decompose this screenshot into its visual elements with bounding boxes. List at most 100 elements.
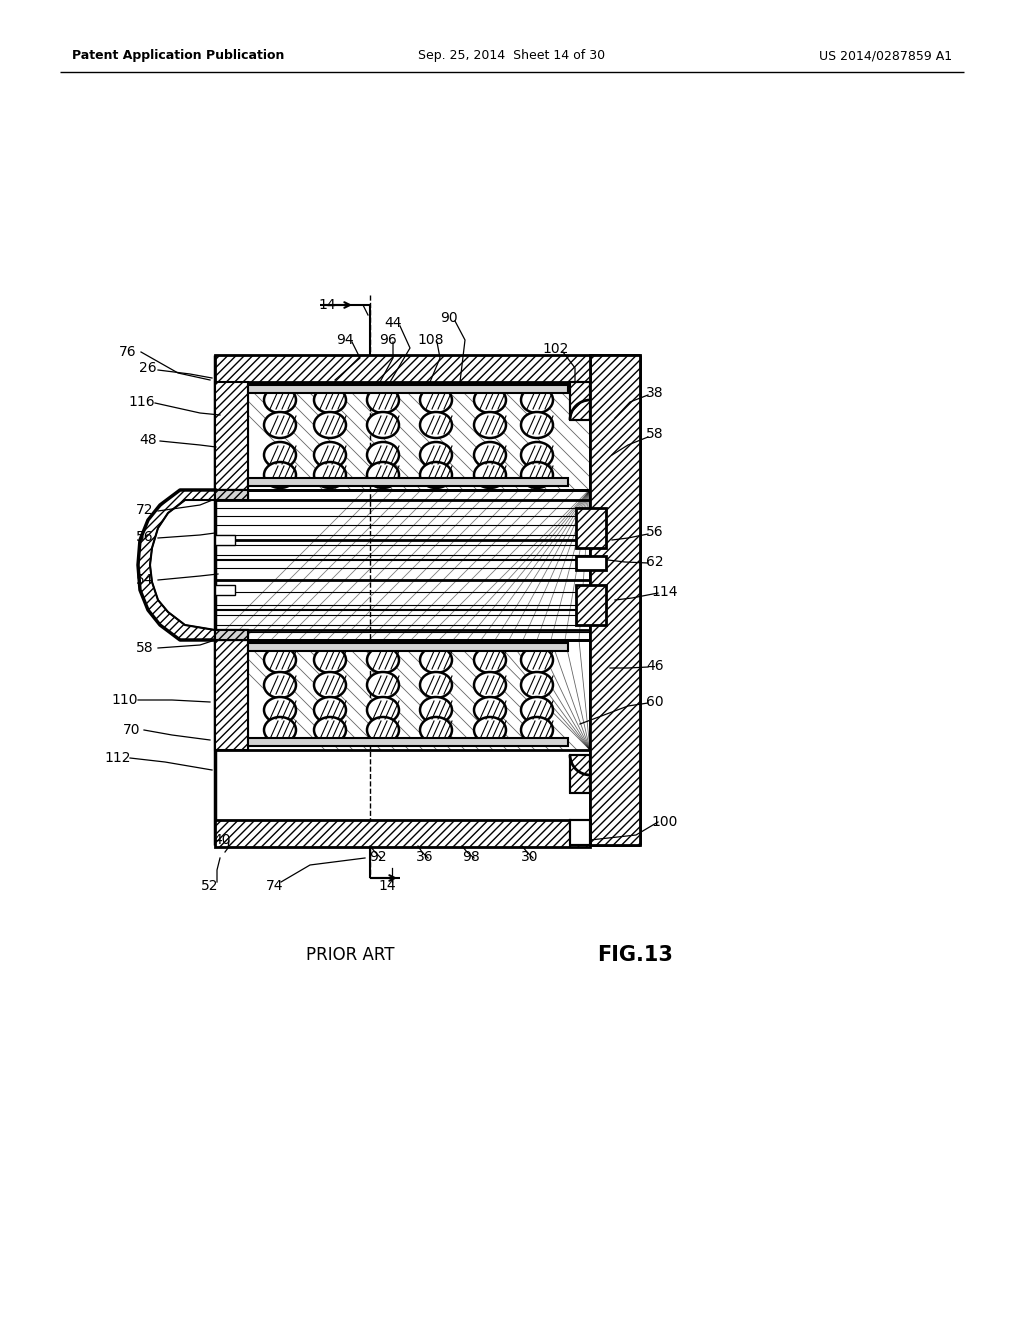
- Text: 98: 98: [462, 850, 480, 865]
- Text: 14: 14: [318, 298, 336, 312]
- Ellipse shape: [314, 697, 346, 723]
- Ellipse shape: [420, 462, 452, 488]
- Ellipse shape: [367, 717, 399, 743]
- Polygon shape: [138, 490, 215, 640]
- Polygon shape: [570, 755, 590, 793]
- Bar: [590, 355, 640, 845]
- Bar: [575, 556, 606, 570]
- Ellipse shape: [367, 412, 399, 438]
- Ellipse shape: [420, 697, 452, 723]
- Text: 114: 114: [651, 585, 678, 599]
- Ellipse shape: [314, 717, 346, 743]
- Ellipse shape: [367, 647, 399, 673]
- Ellipse shape: [521, 672, 553, 698]
- Text: 112: 112: [104, 751, 131, 766]
- Ellipse shape: [264, 412, 296, 438]
- Ellipse shape: [420, 442, 452, 469]
- Text: 38: 38: [646, 385, 664, 400]
- Ellipse shape: [264, 462, 296, 488]
- Text: 100: 100: [652, 814, 678, 829]
- Ellipse shape: [521, 442, 553, 469]
- Bar: [215, 820, 590, 847]
- Bar: [215, 490, 248, 500]
- Bar: [215, 355, 590, 381]
- Text: 70: 70: [123, 723, 140, 737]
- Ellipse shape: [474, 462, 506, 488]
- Text: 58: 58: [136, 642, 154, 655]
- Text: 74: 74: [266, 879, 284, 894]
- Ellipse shape: [314, 647, 346, 673]
- Ellipse shape: [521, 387, 553, 413]
- Ellipse shape: [474, 412, 506, 438]
- Bar: [215, 585, 234, 595]
- Ellipse shape: [314, 412, 346, 438]
- Polygon shape: [215, 490, 248, 500]
- Text: 116: 116: [129, 395, 156, 409]
- Bar: [248, 385, 568, 393]
- Text: 14: 14: [378, 879, 396, 894]
- Bar: [248, 478, 568, 486]
- Text: 54: 54: [136, 573, 154, 587]
- Text: 46: 46: [646, 659, 664, 673]
- Text: 94: 94: [336, 333, 354, 347]
- Text: 90: 90: [440, 312, 458, 325]
- Text: 40: 40: [213, 833, 230, 847]
- Text: 58: 58: [646, 426, 664, 441]
- Ellipse shape: [474, 717, 506, 743]
- Ellipse shape: [521, 412, 553, 438]
- Text: 108: 108: [418, 333, 444, 347]
- Ellipse shape: [521, 647, 553, 673]
- Ellipse shape: [420, 647, 452, 673]
- Polygon shape: [215, 630, 248, 640]
- Ellipse shape: [521, 462, 553, 488]
- Text: 102: 102: [543, 342, 569, 356]
- Ellipse shape: [521, 697, 553, 723]
- Polygon shape: [570, 381, 590, 420]
- Polygon shape: [570, 820, 590, 845]
- Ellipse shape: [264, 647, 296, 673]
- Ellipse shape: [314, 462, 346, 488]
- Text: 76: 76: [119, 345, 137, 359]
- Ellipse shape: [420, 412, 452, 438]
- Ellipse shape: [474, 697, 506, 723]
- Text: 96: 96: [379, 333, 397, 347]
- Bar: [215, 535, 234, 545]
- Text: 56: 56: [136, 531, 154, 544]
- Ellipse shape: [314, 672, 346, 698]
- Bar: [215, 640, 248, 750]
- Bar: [248, 643, 568, 651]
- Text: 56: 56: [646, 525, 664, 539]
- Bar: [215, 381, 248, 490]
- Text: 62: 62: [646, 554, 664, 569]
- Text: 44: 44: [384, 315, 401, 330]
- Ellipse shape: [264, 442, 296, 469]
- Text: 30: 30: [521, 850, 539, 865]
- Ellipse shape: [367, 697, 399, 723]
- Ellipse shape: [367, 672, 399, 698]
- Ellipse shape: [420, 717, 452, 743]
- Bar: [575, 585, 606, 624]
- Ellipse shape: [420, 672, 452, 698]
- Ellipse shape: [264, 672, 296, 698]
- Text: 72: 72: [136, 503, 154, 517]
- Text: US 2014/0287859 A1: US 2014/0287859 A1: [819, 49, 952, 62]
- Text: 60: 60: [646, 696, 664, 709]
- Ellipse shape: [474, 672, 506, 698]
- Text: 36: 36: [416, 850, 434, 865]
- Ellipse shape: [314, 442, 346, 469]
- Bar: [575, 508, 606, 548]
- Text: 48: 48: [139, 433, 157, 447]
- Text: Sep. 25, 2014  Sheet 14 of 30: Sep. 25, 2014 Sheet 14 of 30: [419, 49, 605, 62]
- Ellipse shape: [420, 387, 452, 413]
- Ellipse shape: [474, 647, 506, 673]
- Ellipse shape: [367, 387, 399, 413]
- Text: 52: 52: [202, 879, 219, 894]
- Ellipse shape: [264, 717, 296, 743]
- Ellipse shape: [474, 442, 506, 469]
- Text: 110: 110: [112, 693, 138, 708]
- Bar: [248, 738, 568, 746]
- Ellipse shape: [367, 442, 399, 469]
- Text: FIG.13: FIG.13: [597, 945, 673, 965]
- Ellipse shape: [264, 387, 296, 413]
- Ellipse shape: [367, 462, 399, 488]
